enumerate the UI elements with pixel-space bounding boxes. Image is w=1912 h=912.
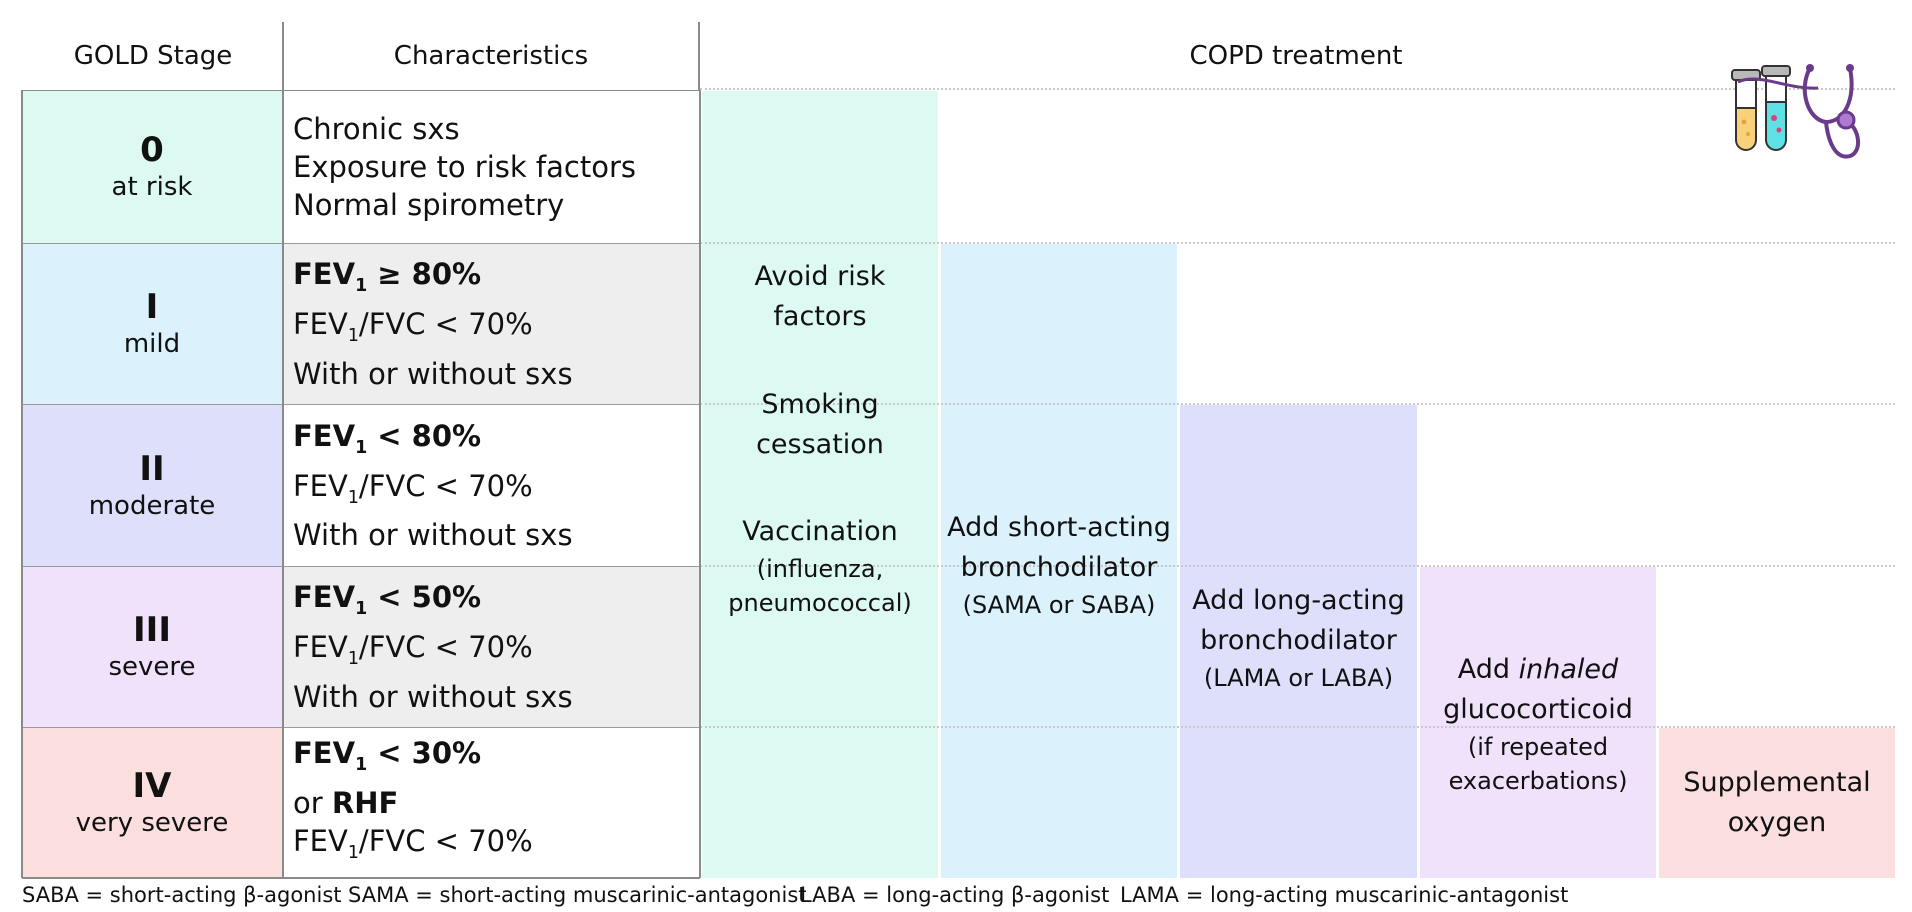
treatment-vaccination: Vaccination (influenza, pneumococcal) (702, 508, 938, 624)
treatment-oxygen: Supplemental oxygen (1659, 755, 1895, 851)
stage-number: I (145, 287, 159, 327)
treatment-text: Vaccination (742, 516, 898, 547)
footnote-lama: LAMA = long-acting muscarinic-antagonist (1120, 883, 1569, 907)
treatment-text: Add inhaled (1457, 654, 1619, 685)
stage-label: very severe (75, 807, 229, 838)
fev1-fvc-ratio: FEV1/FVC < 70% (293, 468, 533, 508)
fev1-threshold: FEV1 < 80% (293, 418, 482, 458)
treatment-text: (influenza, (756, 555, 884, 583)
characteristic-line: Exposure to risk factors (293, 150, 636, 184)
treatment-text: Add long-acting (1192, 585, 1405, 616)
treatment-long-acting: Add long-acting bronchodilator (LAMA or … (1180, 578, 1417, 698)
treatment-text: cessation (756, 429, 884, 460)
stage-3: III severe (22, 567, 282, 728)
treatment-text: Avoid risk (754, 261, 886, 292)
treatment-avoid-risk: Avoid risk factors (702, 252, 938, 342)
treatment-smoking-cessation: Smoking cessation (702, 382, 938, 468)
treatment-text: (SAMA or SABA) (962, 591, 1156, 619)
treatment-text: bronchodilator (1200, 625, 1397, 656)
stage-number: IV (132, 765, 172, 806)
treatment-text: oxygen (1727, 807, 1827, 838)
header-gold-stage: GOLD Stage (73, 41, 233, 71)
characteristics-stage-2: FEV1 < 80% FEV1/FVC < 70% With or withou… (283, 405, 700, 567)
footnote-saba: SABA = short-acting β-agonist (22, 883, 342, 907)
treatment-column-oxygen (1659, 728, 1895, 878)
stage-label: mild (123, 329, 181, 359)
stage-number: II (139, 448, 165, 489)
fev1-fvc-ratio: FEV1/FVC < 70% (293, 823, 533, 863)
stage-label: moderate (88, 490, 216, 521)
divider (21, 90, 23, 878)
stage-number: III (133, 610, 171, 650)
characteristics-stage-0: Chronic sxs Exposure to risk factors Nor… (283, 91, 700, 244)
stage-4: IV very severe (22, 728, 282, 878)
treatment-text: pneumococcal) (728, 589, 912, 617)
fev1-threshold: FEV1 ≥ 80% (293, 257, 482, 296)
treatment-column-glucocorticoid (1420, 567, 1656, 878)
symptoms-note: With or without sxs (293, 356, 573, 391)
row-guide (700, 565, 1895, 567)
footnote-laba: LABA = long-acting β-agonist (800, 883, 1110, 907)
fev1-threshold: FEV1 < 50% (293, 580, 482, 619)
treatment-text: Smoking (761, 389, 879, 420)
characteristics-stage-1: FEV1 ≥ 80% FEV1/FVC < 70% With or withou… (283, 244, 700, 405)
header-characteristics: Characteristics (393, 41, 589, 71)
fev1-fvc-ratio: FEV1/FVC < 70% (293, 307, 533, 346)
treatment-column-risk (702, 91, 938, 878)
stage-label: at risk (111, 172, 193, 202)
treatment-glucocorticoid: Add inhaled glucocorticoid (if repeated … (1420, 644, 1656, 804)
fev1-fvc-ratio: FEV1/FVC < 70% (293, 630, 533, 669)
row-guide (700, 242, 1895, 244)
header-rule (22, 90, 700, 92)
header-copd-treatment: COPD treatment (1189, 41, 1403, 71)
stage-2: II moderate (22, 405, 282, 567)
fev1-threshold: FEV1 < 30% (293, 735, 482, 775)
treatment-text: Add short-acting (947, 512, 1171, 543)
divider (282, 90, 284, 878)
row-guide (700, 88, 1895, 90)
stage-0: 0 at risk (22, 91, 282, 244)
footnote-sama: SAMA = short-acting muscarinic-antagonis… (348, 883, 807, 907)
characteristic-line: Chronic sxs (293, 112, 460, 146)
symptoms-note: With or without sxs (293, 679, 573, 714)
symptoms-note: With or without sxs (293, 518, 573, 553)
stage-number: 0 (140, 130, 164, 170)
treatment-column-short-acting (941, 244, 1177, 878)
treatment-text: factors (773, 301, 867, 332)
treatment-text: Supplemental (1683, 767, 1871, 798)
rhf-note: or RHF (293, 785, 399, 820)
treatment-text: (LAMA or LABA) (1203, 664, 1394, 692)
stage-1: I mild (22, 244, 282, 405)
characteristics-stage-4: FEV1 < 30% or RHF FEV1/FVC < 70% (283, 728, 700, 878)
treatment-text: glucocorticoid (1443, 694, 1633, 725)
divider (699, 90, 701, 878)
treatment-text: bronchodilator (960, 552, 1158, 583)
row-guide (700, 403, 1895, 405)
treatment-short-acting: Add short-acting bronchodilator (SAMA or… (941, 505, 1177, 625)
characteristic-line: Normal spirometry (293, 188, 565, 222)
stage-label: severe (108, 652, 196, 682)
test-tubes-stethoscope-icon (1731, 64, 1860, 159)
treatment-text: exacerbations) (1448, 767, 1628, 795)
divider (282, 22, 284, 90)
row-guide (700, 726, 1895, 728)
divider (698, 22, 700, 90)
treatment-text: (if repeated (1467, 733, 1609, 761)
table-bottom-rule (22, 877, 700, 879)
treatment-column-long-acting (1180, 405, 1417, 878)
characteristics-stage-3: FEV1 < 50% FEV1/FVC < 70% With or withou… (283, 567, 700, 728)
